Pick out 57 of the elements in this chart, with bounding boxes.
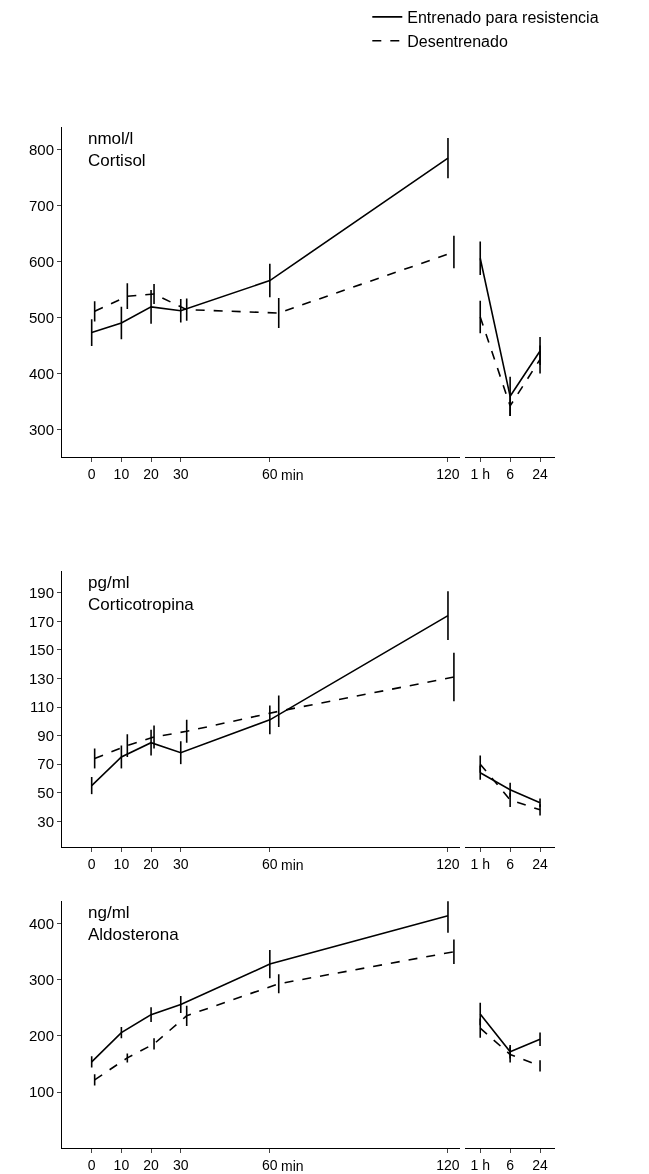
x-tick-label: 20 (143, 1157, 160, 1174)
x-axis-title: min (281, 857, 304, 873)
x-tick-label: 20 (143, 855, 160, 872)
x-tick-label: 30 (172, 855, 189, 872)
y-tick-label: 50 (37, 783, 54, 801)
x-tick-label: 120 (436, 1157, 460, 1174)
x-tick-label: 0 (87, 855, 96, 872)
y-tick-label: 200 (28, 1027, 54, 1045)
y-tick-label: 100 (28, 1083, 54, 1101)
y-tick-label: 70 (37, 755, 54, 773)
y-tick-label: 300 (28, 971, 54, 989)
text: Cortisol (88, 151, 146, 171)
y-tick-label: 600 (28, 252, 54, 270)
y-axis-title: ng/ml (88, 903, 130, 922)
y-tick-label: 400 (28, 364, 54, 382)
x-tick-label: 24 (532, 855, 549, 872)
x-tick-label: 1 h (470, 1157, 490, 1174)
x-tick-label: 60 (262, 855, 278, 872)
y-axis-title: nmol/l (88, 129, 134, 148)
y-tick-label: 500 (28, 308, 54, 326)
y-tick-label: 400 (28, 914, 54, 932)
x-tick-label: 24 (532, 466, 549, 483)
x-tick-label: 0 (87, 1157, 96, 1174)
y-tick-label: 700 (28, 196, 54, 214)
y-tick-label: 150 (28, 641, 54, 659)
legend-label: Entrenado para resistencia (407, 9, 599, 27)
x-tick-label: 10 (113, 466, 130, 483)
text: Corticotropina (88, 595, 195, 615)
x-tick-label: 1 h (470, 855, 490, 872)
x-tick-label: 120 (436, 855, 460, 872)
y-tick-label: 90 (37, 726, 54, 744)
y-tick-label: 800 (28, 141, 54, 158)
y-tick-label: 30 (37, 812, 54, 830)
x-axis-title: min (281, 467, 304, 483)
y-tick-label: 170 (28, 612, 54, 630)
x-tick-label: 6 (506, 855, 515, 872)
x-tick-label: 120 (436, 466, 460, 483)
x-tick-label: 24 (532, 1157, 549, 1174)
x-tick-label: 60 (262, 466, 278, 483)
y-axis-title: pg/ml (88, 573, 130, 592)
x-axis-title: min (281, 1158, 304, 1174)
x-tick-label: 6 (506, 1157, 515, 1174)
y-tick-label: 110 (30, 698, 54, 716)
y-tick-label: 300 (28, 420, 54, 438)
x-tick-label: 30 (172, 1157, 189, 1174)
x-tick-label: 0 (87, 466, 96, 483)
x-tick-label: 30 (172, 466, 189, 483)
y-tick-label: 130 (28, 669, 54, 687)
legend-label: Desentrenado (407, 32, 508, 50)
x-tick-label: 20 (143, 466, 160, 483)
y-tick-label: 190 (28, 584, 54, 601)
x-tick-label: 60 (262, 1157, 278, 1174)
x-tick-label: 10 (113, 1157, 130, 1174)
text: Aldosterona (88, 925, 180, 945)
x-tick-label: 1 h (470, 466, 490, 483)
x-tick-label: 6 (506, 466, 515, 483)
x-tick-label: 10 (113, 855, 130, 872)
